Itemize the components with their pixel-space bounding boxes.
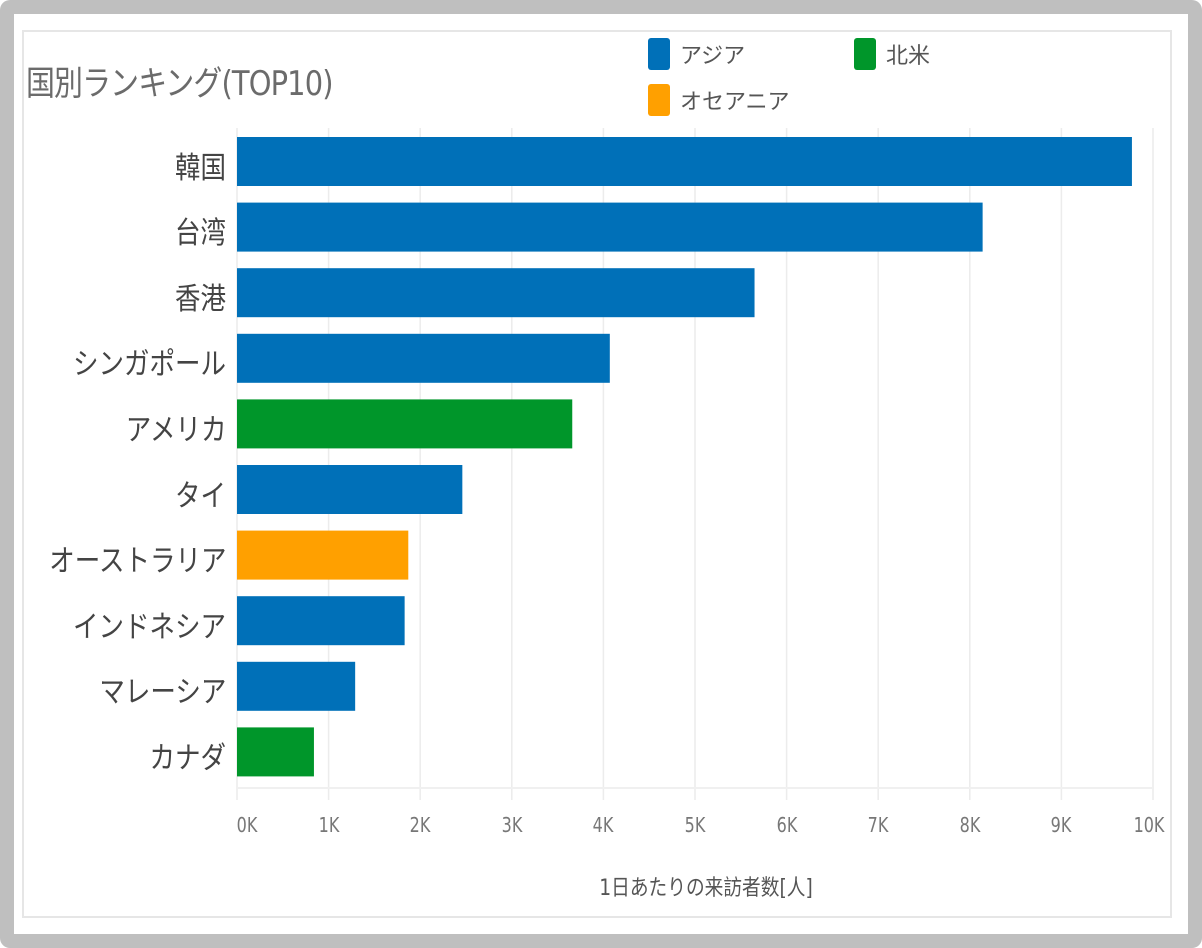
- bar-6[interactable]: [237, 530, 409, 580]
- category-label: 韓国: [175, 150, 226, 186]
- x-tick-label: 2K: [409, 813, 431, 837]
- category-label: 香港: [175, 281, 226, 317]
- x-tick-label: 6K: [776, 813, 797, 837]
- x-tick-label: 1K: [318, 813, 339, 837]
- x-tick-label: 8K: [959, 813, 981, 837]
- category-label: アメリカ: [125, 412, 226, 448]
- category-label: インドネシア: [73, 609, 226, 645]
- bar-3[interactable]: [237, 333, 610, 383]
- bar-5[interactable]: [237, 465, 463, 514]
- category-label: シンガポール: [73, 347, 226, 383]
- category-label: オーストラリア: [48, 544, 226, 580]
- x-tick-label: 10K: [1133, 813, 1165, 837]
- x-tick-label: 9K: [1051, 813, 1072, 837]
- x-axis-label: 1日あたりの来訪者数[人]: [599, 876, 813, 901]
- category-label: カナダ: [149, 740, 227, 776]
- x-tick-label: 4K: [593, 813, 614, 837]
- category-label: タイ: [175, 478, 226, 514]
- legend-label-north-america: 北米: [886, 44, 931, 69]
- bar-2[interactable]: [237, 268, 755, 318]
- legend-label-oceania: オセアニア: [680, 90, 790, 115]
- x-tick-label: 5K: [684, 813, 706, 837]
- category-label: 台湾: [175, 216, 226, 252]
- legend-item-north-america[interactable]: 北米: [854, 38, 930, 70]
- legend-item-asia[interactable]: アジア: [648, 38, 745, 70]
- bar-9[interactable]: [237, 727, 314, 777]
- legend-swatch-asia: [648, 38, 670, 70]
- x-tick-label: 3K: [501, 813, 523, 837]
- bar-7[interactable]: [237, 596, 405, 646]
- x-tick-label: 0K: [236, 813, 258, 837]
- legend-label-asia: アジア: [680, 44, 746, 69]
- bar-1[interactable]: [237, 202, 983, 252]
- bar-4[interactable]: [237, 399, 573, 449]
- legend-swatch-oceania: [648, 84, 670, 116]
- bar-0[interactable]: [237, 137, 1132, 186]
- legend-item-oceania[interactable]: オセアニア: [648, 84, 790, 116]
- chart-title: 国別ランキング(TOP10): [26, 64, 334, 104]
- x-tick-label: 7K: [867, 813, 889, 837]
- category-label: マレーシア: [99, 675, 226, 711]
- legend-swatch-north-america: [854, 38, 876, 70]
- bar-8[interactable]: [237, 661, 356, 711]
